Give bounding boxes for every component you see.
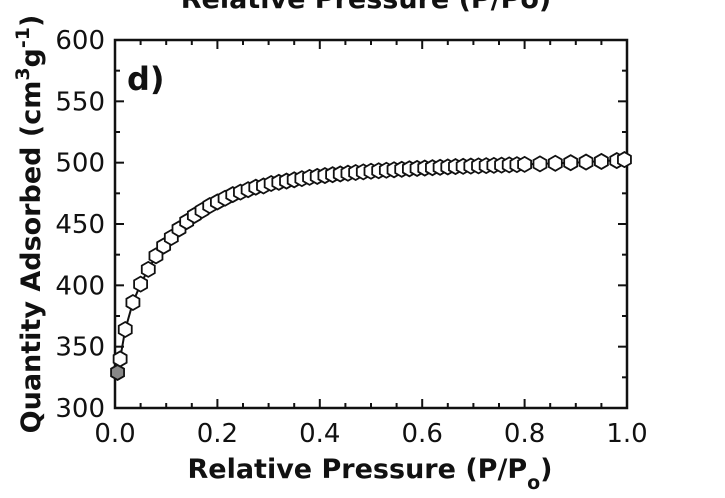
x-axis-title: Relative Pressure (P/Po): [187, 454, 552, 494]
data-point: [532, 155, 548, 173]
y-tick-label: 500: [55, 149, 105, 179]
x-tick-label: 0.4: [299, 419, 340, 449]
data-point: [563, 154, 579, 172]
fit-curve: [115, 158, 628, 377]
data-point: [117, 320, 133, 339]
top-title-fragment: Relative Pressure (P/Po): [181, 0, 552, 15]
data-point: [594, 152, 609, 170]
data-point: [547, 154, 563, 172]
data-point: [125, 293, 141, 312]
data-point: [112, 350, 128, 368]
data-point: [110, 363, 125, 381]
x-tick-label: 0.6: [402, 419, 443, 449]
panel-label: d): [127, 60, 165, 98]
y-tick-label: 350: [55, 333, 105, 363]
axis-tick-labels: 0.0 0.2 0.4 0.6 0.8 1.0 300 350 400 450 500 550 600: [55, 26, 647, 449]
x-tick-label: 1.0: [606, 419, 647, 449]
y-axis-title: Quantity Adsorbed (cm3g-1): [12, 15, 47, 434]
x-tick-label: 0.0: [94, 419, 135, 449]
y-tick-label: 600: [55, 26, 105, 56]
data-point: [617, 151, 632, 169]
y-tick-label: 450: [55, 210, 105, 240]
y-tick-label: 300: [55, 394, 105, 424]
data-point: [578, 153, 594, 171]
data-point: [517, 155, 532, 173]
data-point: [140, 260, 156, 278]
y-tick-label: 400: [55, 271, 105, 301]
data-point: [133, 275, 149, 293]
x-tick-label: 0.2: [197, 419, 238, 449]
data-points: [110, 151, 632, 381]
x-tick-label: 0.8: [504, 419, 545, 449]
y-tick-label: 550: [55, 87, 105, 117]
axis-ticks: [114, 39, 628, 409]
